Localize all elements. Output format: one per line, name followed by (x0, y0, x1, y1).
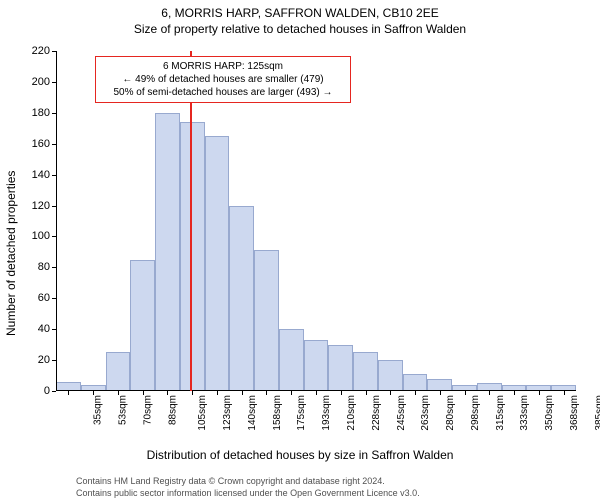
chart-main-title: 6, MORRIS HARP, SAFFRON WALDEN, CB10 2EE (0, 6, 600, 20)
xtick-label: 315sqm (495, 395, 506, 431)
xtick-label: 123sqm (222, 395, 233, 431)
xtick-mark (68, 391, 69, 395)
ytick-label: 100 (32, 230, 56, 242)
ytick-label: 0 (44, 385, 56, 397)
bar (229, 206, 254, 391)
xtick-mark (341, 391, 342, 395)
xtick-mark (489, 391, 490, 395)
bar (403, 374, 428, 391)
xtick-mark (440, 391, 441, 395)
footer-line: Contains public sector information licen… (76, 488, 420, 500)
xtick-label: 350sqm (544, 395, 555, 431)
xtick-label: 263sqm (420, 395, 431, 431)
xtick-label: 210sqm (346, 395, 357, 431)
xtick-mark (217, 391, 218, 395)
xtick-mark (564, 391, 565, 395)
ytick-label: 120 (32, 200, 56, 212)
xtick-label: 70sqm (142, 395, 153, 425)
bar (130, 260, 155, 391)
xtick-label: 228sqm (371, 395, 382, 431)
xtick-label: 35sqm (93, 395, 104, 425)
xtick-label: 175sqm (297, 395, 308, 431)
bar (328, 345, 353, 391)
x-axis-label: Distribution of detached houses by size … (0, 448, 600, 462)
xtick-label: 53sqm (118, 395, 129, 425)
ytick-label: 160 (32, 138, 56, 150)
bar (180, 122, 205, 391)
xtick-mark (539, 391, 540, 395)
bar (205, 136, 230, 391)
xtick-mark (167, 391, 168, 395)
y-axis-label: Number of detached properties (4, 171, 18, 336)
chart-subtitle: Size of property relative to detached ho… (0, 22, 600, 36)
xtick-mark (465, 391, 466, 395)
xtick-label: 298sqm (470, 395, 481, 431)
xtick-label: 193sqm (321, 395, 332, 431)
attribution-footer: Contains HM Land Registry data © Crown c… (76, 476, 420, 499)
bar (304, 340, 329, 391)
xtick-label: 333sqm (519, 395, 530, 431)
xtick-mark (514, 391, 515, 395)
xtick-label: 88sqm (167, 395, 178, 425)
xtick-label: 385sqm (594, 395, 600, 431)
ytick-label: 40 (38, 323, 56, 335)
xtick-label: 158sqm (272, 395, 283, 431)
xtick-mark (366, 391, 367, 395)
y-axis-line (56, 51, 57, 391)
bar (353, 352, 378, 391)
xtick-label: 368sqm (569, 395, 580, 431)
xtick-mark (118, 391, 119, 395)
xtick-mark (415, 391, 416, 395)
xtick-mark (143, 391, 144, 395)
annotation-box: 6 MORRIS HARP: 125sqm← 49% of detached h… (95, 56, 351, 103)
ytick-label: 60 (38, 292, 56, 304)
annotation-line: 6 MORRIS HARP: 125sqm (102, 60, 344, 73)
xtick-label: 140sqm (247, 395, 258, 431)
annotation-line: 50% of semi-detached houses are larger (… (102, 86, 344, 99)
ytick-label: 200 (32, 76, 56, 88)
xtick-mark (316, 391, 317, 395)
ytick-label: 80 (38, 261, 56, 273)
xtick-mark (93, 391, 94, 395)
bar (155, 113, 180, 391)
xtick-mark (390, 391, 391, 395)
bar (378, 360, 403, 391)
bar (254, 250, 279, 391)
xtick-mark (291, 391, 292, 395)
xtick-label: 280sqm (445, 395, 456, 431)
xtick-label: 105sqm (198, 395, 209, 431)
bar (279, 329, 304, 391)
ytick-label: 220 (32, 45, 56, 57)
xtick-mark (242, 391, 243, 395)
xtick-mark (266, 391, 267, 395)
footer-line: Contains HM Land Registry data © Crown c… (76, 476, 420, 488)
ytick-label: 180 (32, 107, 56, 119)
bar (106, 352, 131, 391)
xtick-label: 245sqm (396, 395, 407, 431)
annotation-line: ← 49% of detached houses are smaller (47… (102, 73, 344, 86)
ytick-label: 20 (38, 354, 56, 366)
ytick-label: 140 (32, 169, 56, 181)
xtick-mark (192, 391, 193, 395)
